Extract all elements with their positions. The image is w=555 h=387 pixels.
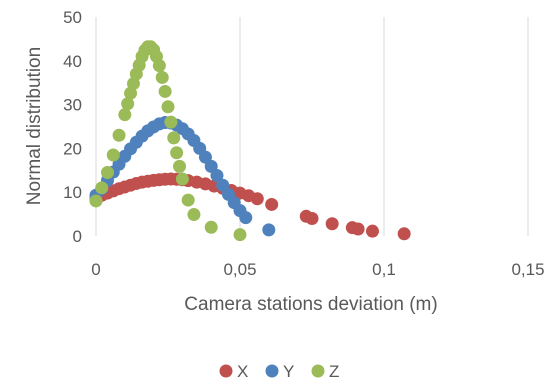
data-point (305, 211, 319, 225)
legend-marker (311, 364, 325, 378)
data-point (106, 148, 120, 162)
data-point (250, 192, 264, 206)
data-point (351, 222, 365, 236)
data-point (175, 172, 189, 186)
data-point (365, 224, 379, 238)
data-point (397, 227, 411, 241)
legend-label: Y (283, 362, 294, 381)
data-point (161, 100, 175, 114)
x-tick-label: 0,1 (372, 260, 396, 279)
legend-item-y: Y (265, 362, 294, 381)
y-tick-label: 10 (63, 183, 82, 202)
series-z (89, 40, 247, 242)
x-tick-label: 0 (91, 260, 100, 279)
legend-item-z: Z (311, 362, 339, 381)
data-point (325, 217, 339, 231)
data-point (158, 84, 172, 98)
data-point (112, 128, 126, 142)
y-tick-label: 30 (63, 96, 82, 115)
data-point (121, 97, 135, 111)
data-point (262, 223, 276, 237)
data-point (118, 108, 132, 122)
data-point (210, 169, 224, 183)
data-points (89, 40, 411, 242)
legend: X Y Z (219, 362, 339, 381)
axes: 0 0,05 0,1 0,15 0 10 20 30 40 50 (63, 8, 544, 279)
data-point (170, 146, 184, 160)
legend-marker (265, 364, 279, 378)
legend-item-x: X (219, 362, 248, 381)
data-point (155, 70, 169, 84)
data-point (181, 193, 195, 207)
data-point (239, 211, 253, 225)
x-axis-title: Camera stations deviation (m) (184, 294, 437, 315)
y-axis-title: Normal distribution (24, 47, 45, 205)
data-point (89, 194, 103, 208)
data-point (152, 59, 166, 73)
series-x (89, 172, 411, 241)
data-point (167, 131, 181, 145)
data-point (95, 181, 109, 195)
legend-label: Z (329, 362, 339, 381)
x-tick-label: 0,05 (223, 260, 256, 279)
x-tick-label: 0,15 (511, 260, 544, 279)
y-tick-label: 20 (63, 139, 82, 158)
data-point (187, 208, 201, 222)
data-point (204, 220, 218, 234)
data-point (164, 115, 178, 129)
data-point (265, 197, 279, 211)
y-tick-label: 0 (73, 227, 82, 246)
data-point (173, 159, 187, 173)
legend-marker (219, 364, 233, 378)
data-point (101, 165, 115, 179)
legend-label: X (237, 362, 248, 381)
data-point (233, 228, 247, 242)
y-tick-label: 50 (63, 8, 82, 27)
y-tick-label: 40 (63, 52, 82, 71)
